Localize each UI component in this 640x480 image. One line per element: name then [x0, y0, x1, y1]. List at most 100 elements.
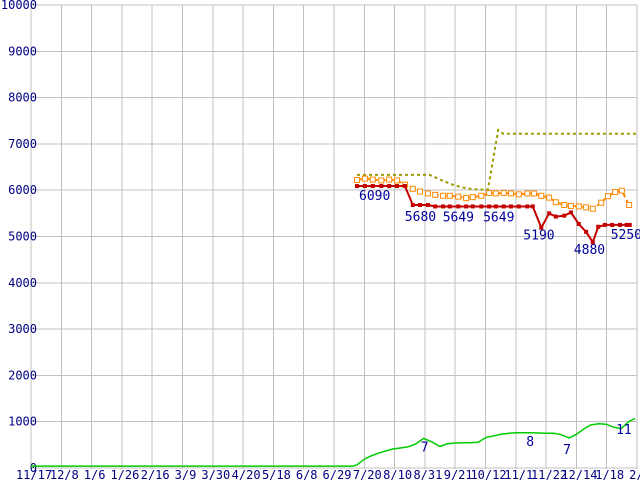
y-tick-label: 4000 [8, 276, 37, 290]
data-point-marker [410, 203, 415, 208]
data-point-marker [626, 202, 633, 209]
data-point-marker [369, 176, 376, 183]
y-tick-label: 5000 [8, 230, 37, 244]
y-tick-label: 6000 [8, 183, 37, 197]
data-point-marker [455, 193, 462, 200]
data-point-marker [610, 222, 615, 227]
data-point-marker [379, 184, 384, 189]
x-tick-label: 12/14 [561, 468, 597, 480]
x-tick-label: 8/31 [413, 468, 442, 480]
x-tick-label: 4/20 [232, 468, 261, 480]
x-tick-label: 6/29 [323, 468, 352, 480]
data-point-marker [508, 204, 513, 209]
x-tick-label: 5/18 [262, 468, 291, 480]
y-tick-label: 2000 [8, 368, 37, 382]
data-point-marker [547, 211, 552, 216]
data-point-marker [487, 204, 492, 209]
data-point-marker [590, 240, 595, 245]
data-point-marker [624, 222, 629, 227]
data-point-marker [562, 213, 567, 218]
x-tick-label: 9/21 [444, 468, 473, 480]
data-point-marker [378, 177, 385, 184]
data-point-marker [627, 222, 632, 227]
data-point-marker [568, 210, 573, 215]
data-point-marker [604, 193, 611, 200]
y-tick-label: 0 [30, 461, 37, 475]
data-point-marker [463, 195, 470, 202]
data-point-marker [355, 184, 360, 189]
data-point-marker [602, 222, 607, 227]
data-point-marker [425, 203, 430, 208]
x-tick-label: 1/26 [110, 468, 139, 480]
data-point-marker [424, 190, 431, 197]
data-point-marker [589, 205, 596, 212]
value-label: 5190 [523, 229, 554, 244]
y-tick-label: 7000 [8, 137, 37, 151]
data-point-marker [386, 176, 393, 183]
data-point-marker [524, 190, 531, 197]
value-label: 5680 [405, 210, 436, 225]
data-point-marker [552, 199, 559, 206]
data-point-marker [492, 190, 499, 197]
value-label: 4880 [574, 243, 605, 258]
x-tick-label: 1/18 [595, 468, 624, 480]
value-label: 7 [421, 440, 429, 455]
x-tick-label: 1/6 [84, 468, 106, 480]
data-point-marker [418, 203, 423, 208]
data-point-marker [402, 184, 407, 189]
value-labels: 6090 5680 5649 5649 5190 4880 5250 7 8 7 11 [359, 189, 640, 458]
data-point-marker [553, 214, 558, 219]
data-point-marker [507, 190, 514, 197]
x-tick-label: 10/12 [470, 468, 506, 480]
x-tick-label: 2/16 [141, 468, 170, 480]
data-point-marker [409, 185, 416, 192]
value-label: 5649 [443, 211, 474, 226]
x-tick-label: 11/22 [531, 468, 567, 480]
data-point-marker [362, 184, 367, 189]
x-tick-label: 2/1 [629, 468, 640, 480]
data-point-marker [501, 204, 506, 209]
y-tick-label: 1000 [8, 415, 37, 429]
data-point-marker [447, 204, 452, 209]
data-point-marker [515, 191, 522, 198]
data-point-marker [618, 222, 623, 227]
data-point-marker [596, 224, 601, 229]
data-point-marker [567, 202, 574, 209]
x-tick-label: 8/10 [383, 468, 412, 480]
data-point-marker [441, 204, 446, 209]
y-tick-label: 8000 [8, 91, 37, 105]
data-point-marker [469, 194, 476, 201]
data-point-marker [598, 199, 605, 206]
data-point-marker [456, 204, 461, 209]
data-point-marker [493, 204, 498, 209]
data-point-marker [479, 204, 484, 209]
data-point-marker [583, 204, 590, 211]
data-point-marker [546, 194, 553, 201]
data-point-marker [432, 191, 439, 198]
upper-dashed-olive-line [357, 128, 637, 191]
lower-solid-red-line [355, 184, 632, 245]
data-point-marker [387, 184, 392, 189]
data-point-marker [612, 189, 619, 196]
x-tick-label: 6/8 [296, 468, 318, 480]
data-point-marker [539, 225, 544, 230]
data-point-marker [576, 221, 581, 226]
data-point-marker [446, 192, 453, 199]
data-point-marker [575, 203, 582, 210]
data-point-marker [395, 184, 400, 189]
x-tick-label: 3/30 [201, 468, 230, 480]
x-tick-label: 7/20 [353, 468, 382, 480]
data-point-marker [417, 188, 424, 195]
data-point-marker [516, 204, 521, 209]
data-point-marker [500, 189, 507, 196]
data-point-marker [464, 204, 469, 209]
y-tick-label: 9000 [8, 44, 37, 58]
data-point-marker [584, 229, 589, 234]
value-label: 5250 [611, 228, 640, 243]
data-point-marker [486, 189, 493, 196]
y-tick-label: 3000 [8, 322, 37, 336]
volume-solid-green-line [31, 417, 636, 467]
data-point-marker [538, 192, 545, 199]
